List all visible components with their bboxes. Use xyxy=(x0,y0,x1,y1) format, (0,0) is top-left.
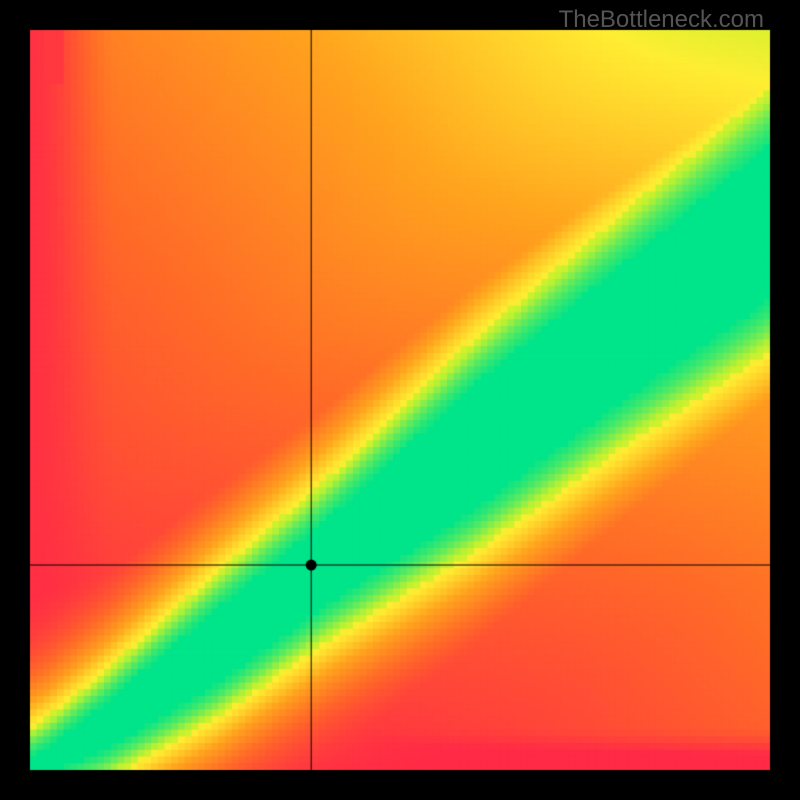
watermark-text: TheBottleneck.com xyxy=(559,6,764,34)
chart-container: TheBottleneck.com xyxy=(0,0,800,800)
heatmap-canvas xyxy=(0,0,800,800)
